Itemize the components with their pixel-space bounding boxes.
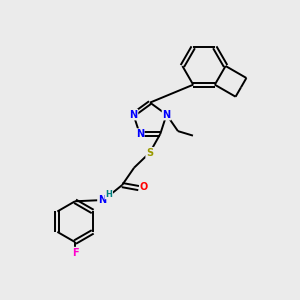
- Text: F: F: [72, 248, 78, 258]
- Text: S: S: [146, 148, 153, 158]
- Text: N: N: [136, 129, 144, 139]
- Text: O: O: [140, 182, 148, 192]
- Text: H: H: [106, 190, 112, 199]
- Text: N: N: [98, 195, 106, 205]
- Text: N: N: [129, 110, 137, 120]
- Text: N: N: [163, 110, 171, 120]
